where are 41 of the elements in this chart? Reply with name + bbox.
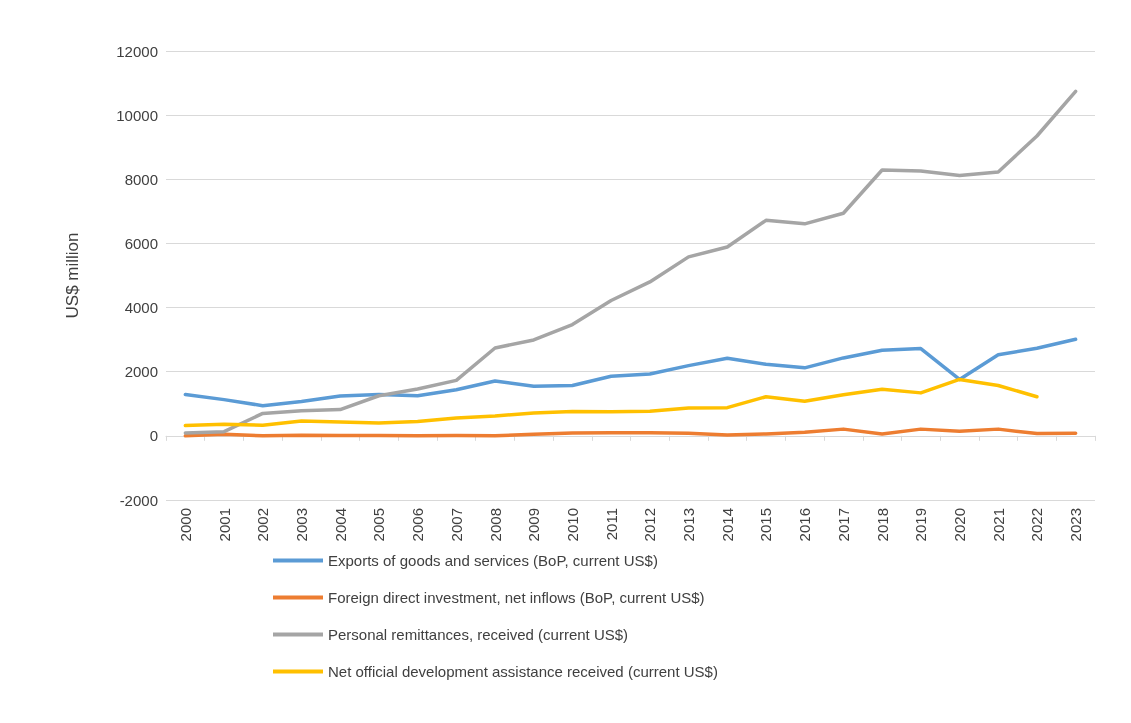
- y-tick-label: 6000: [124, 234, 158, 252]
- legend-label: Personal remittances, received (current US$): [328, 626, 629, 643]
- x-tick-label: 2010: [563, 508, 581, 542]
- line-series: [183, 89, 1078, 435]
- line-series: [183, 427, 1078, 438]
- x-tick-label: 2004: [331, 508, 349, 542]
- y-axis-title: US$ million: [63, 232, 82, 319]
- x-tick-label: 2013: [680, 508, 698, 542]
- line-series: [183, 337, 1078, 408]
- y-tick-label: 12000: [116, 42, 158, 60]
- legend-label: Exports of goods and services (BoP, current US$): [328, 552, 658, 569]
- line-series: [183, 377, 1039, 428]
- y-tick-label: 4000: [124, 299, 158, 317]
- x-tick-label: 2023: [1067, 508, 1085, 542]
- y-tick-label: 2000: [124, 363, 158, 381]
- x-tick-label: 2008: [486, 508, 504, 542]
- x-tick-label: 2003: [292, 508, 310, 542]
- x-tick-label: 2020: [951, 508, 969, 542]
- x-tick-label: 2017: [834, 508, 852, 542]
- legend-label: Net official development assistance received (current US$): [328, 663, 718, 680]
- x-tick-label: 2021: [989, 508, 1007, 542]
- x-tick-label: 2006: [409, 508, 427, 542]
- x-tick-label: 2002: [254, 508, 272, 542]
- x-tick-label: 2022: [1028, 508, 1046, 542]
- legend-label: Foreign direct investment, net inflows (BoP, current US$): [328, 589, 705, 606]
- x-tick-label: 2014: [718, 508, 736, 542]
- x-tick-label: 2009: [525, 508, 543, 542]
- y-tick-label: 8000: [124, 170, 158, 188]
- x-tick-label: 2019: [912, 508, 930, 542]
- y-tick-label: -2000: [119, 491, 158, 509]
- x-tick-label: 2018: [873, 508, 891, 542]
- x-tick-label: 2000: [176, 508, 194, 542]
- x-tick-label: 2015: [757, 508, 775, 542]
- x-tick-label: 2016: [796, 508, 814, 542]
- y-tick-label: 0: [149, 427, 158, 445]
- x-tick-label: 2011: [602, 508, 620, 541]
- x-tick-label: 2012: [641, 508, 659, 542]
- x-tick-label: 2005: [370, 508, 388, 542]
- x-tick-label: 2001: [215, 508, 233, 542]
- x-tick-label: 2007: [447, 508, 465, 542]
- y-tick-label: 10000: [116, 106, 158, 124]
